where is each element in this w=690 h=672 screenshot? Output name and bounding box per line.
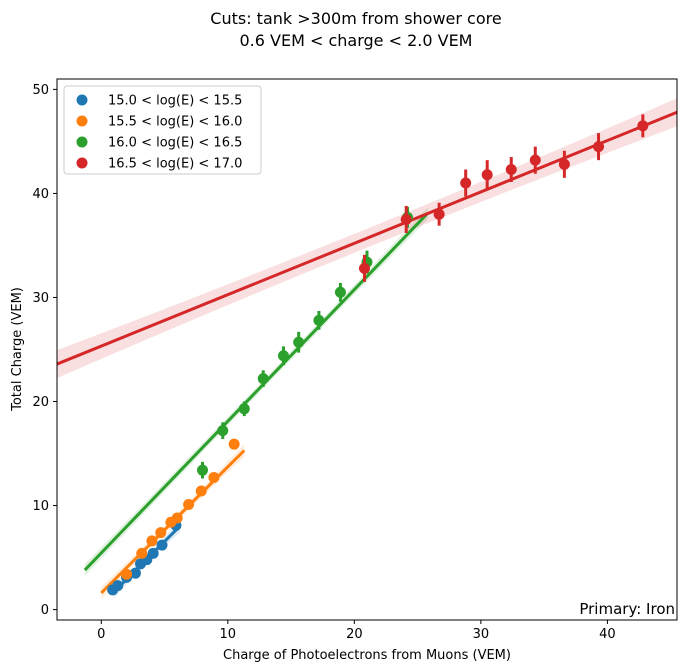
- legend-label: 15.0 < log(E) < 15.5: [108, 94, 242, 109]
- fit-line: [83, 212, 429, 572]
- data-point: [238, 403, 250, 415]
- legend-label: 15.5 < log(E) < 16.0: [108, 115, 242, 130]
- x-tick-label: 30: [473, 627, 490, 642]
- legend-marker: [76, 115, 88, 127]
- legend-marker: [76, 136, 88, 148]
- legend-marker: [76, 94, 88, 106]
- data-point: [197, 464, 209, 476]
- legend-frame: [63, 85, 262, 175]
- data-point: [558, 158, 570, 170]
- data-point: [334, 286, 346, 298]
- data-point: [433, 208, 445, 220]
- legend-label: 16.0 < log(E) < 16.5: [108, 136, 242, 151]
- data-point: [529, 154, 541, 166]
- y-axis-ticks: 0 10 20 30 40 50: [32, 83, 57, 618]
- primary-annotation: Primary: Iron: [579, 600, 675, 618]
- x-tick-label: 10: [220, 627, 237, 642]
- data-point: [217, 425, 229, 437]
- data-point: [155, 527, 167, 539]
- data-point: [147, 547, 159, 559]
- y-tick-label: 30: [32, 291, 49, 306]
- x-tick-label: 20: [346, 627, 363, 642]
- data-point: [136, 547, 148, 559]
- x-axis-ticks: 0 10 20 30 40: [97, 620, 616, 642]
- data-point: [129, 567, 141, 579]
- y-tick-label: 20: [32, 395, 49, 410]
- legend-label: 16.5 < log(E) < 17.0: [108, 157, 242, 172]
- data-point: [156, 539, 168, 551]
- data-point: [112, 580, 124, 592]
- data-point: [460, 177, 472, 189]
- data-point: [505, 164, 517, 176]
- chart-title-line-1: Cuts: tank >300m from shower core: [210, 9, 501, 28]
- legend-marker: [76, 157, 88, 169]
- data-point: [637, 120, 649, 132]
- plot-frame: [56, 78, 678, 621]
- data-point: [481, 169, 493, 181]
- x-tick-label: 0: [97, 627, 105, 642]
- data-point: [208, 471, 220, 483]
- data-points: [107, 114, 649, 596]
- data-point: [195, 485, 207, 497]
- data-point: [146, 535, 158, 547]
- data-point: [183, 499, 195, 511]
- y-tick-label: 10: [32, 499, 49, 514]
- y-axis-label: Total Charge (VEM): [10, 287, 25, 412]
- data-point: [257, 373, 269, 385]
- y-tick-label: 50: [32, 83, 49, 98]
- data-point: [293, 336, 305, 348]
- data-point: [313, 314, 325, 326]
- data-point: [593, 141, 605, 153]
- chart-title-line-2: 0.6 VEM < charge < 2.0 VEM: [240, 31, 473, 50]
- data-point: [400, 213, 412, 225]
- data-point: [121, 568, 133, 580]
- fit-line: [56, 110, 678, 366]
- y-tick-label: 0: [41, 603, 49, 618]
- data-point: [277, 350, 289, 362]
- data-point: [171, 512, 183, 524]
- fit-lines: [56, 110, 678, 595]
- y-tick-label: 40: [32, 187, 49, 202]
- x-tick-label: 40: [599, 627, 616, 642]
- legend: 15.0 < log(E) < 15.5 15.5 < log(E) < 16.0…: [63, 85, 262, 175]
- data-point: [358, 262, 370, 274]
- x-axis-label: Charge of Photoelectrons from Muons (VEM…: [223, 648, 511, 663]
- data-point: [228, 438, 240, 450]
